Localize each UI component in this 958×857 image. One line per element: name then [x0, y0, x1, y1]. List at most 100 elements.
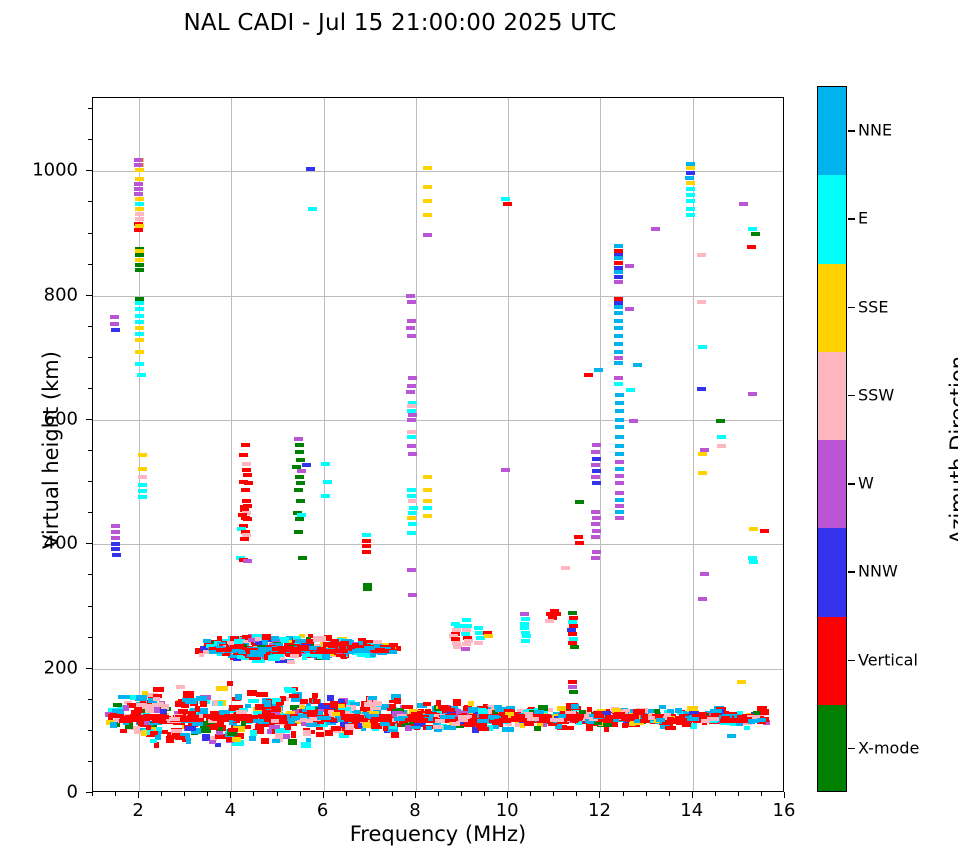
echo-mark	[614, 296, 624, 301]
echo-mark	[740, 721, 753, 726]
echo-mark	[141, 729, 147, 736]
echo-mark	[614, 355, 624, 360]
echo-mark	[271, 636, 280, 642]
echo-mark	[110, 529, 120, 534]
echo-mark	[615, 444, 625, 449]
echo-mark	[317, 646, 325, 651]
echo-mark	[110, 536, 120, 541]
y-tick	[88, 232, 92, 234]
echo-mark	[410, 725, 421, 730]
echo-mark	[202, 714, 217, 719]
y-tick	[88, 481, 92, 483]
echo-mark	[690, 722, 697, 730]
echo-mark	[185, 737, 192, 744]
echo-mark	[629, 419, 639, 424]
echo-mark	[354, 648, 369, 653]
echo-mark	[407, 493, 417, 498]
echo-mark	[262, 709, 272, 716]
echo-mark	[494, 718, 508, 723]
echo-mark	[614, 342, 624, 347]
echo-mark	[226, 736, 232, 743]
echo-mark	[288, 719, 296, 725]
echo-mark	[727, 733, 737, 738]
echo-mark	[598, 717, 614, 722]
echo-mark	[558, 714, 573, 719]
x-tick	[138, 792, 140, 798]
echo-mark	[285, 688, 297, 694]
echo-mark	[134, 313, 144, 318]
x-tick	[714, 792, 716, 796]
echo-mark	[296, 481, 306, 486]
echo-mark	[324, 648, 336, 653]
echo-mark	[634, 719, 644, 724]
echo-mark	[405, 326, 415, 330]
echo-mark	[614, 275, 624, 280]
echo-mark	[296, 718, 312, 723]
echo-mark	[386, 707, 396, 712]
echo-mark	[749, 559, 759, 564]
echo-mark	[344, 715, 357, 720]
echo-mark	[545, 619, 555, 624]
echo-mark	[710, 709, 723, 714]
echo-mark	[457, 715, 473, 720]
echo-mark	[368, 645, 383, 650]
x-tick	[253, 792, 255, 796]
echo-mark	[235, 694, 242, 700]
echo-mark	[196, 695, 208, 701]
echo-mark	[227, 727, 238, 732]
echo-mark	[400, 722, 411, 728]
x-tick-label: 8	[409, 800, 421, 821]
echo-mark	[301, 721, 310, 727]
x-tick	[784, 792, 785, 798]
echo-mark	[301, 462, 311, 467]
echo-mark	[191, 728, 201, 735]
colorbar-band-sse	[818, 263, 846, 352]
echo-mark	[161, 703, 169, 710]
echo-mark	[336, 638, 344, 644]
echo-mark	[409, 506, 419, 511]
echo-mark	[477, 726, 489, 732]
echo-mark	[274, 728, 285, 733]
echo-mark	[240, 656, 249, 661]
echo-mark	[380, 717, 393, 722]
echo-mark	[239, 537, 249, 542]
echo-mark	[330, 702, 338, 707]
colorbar-label-e: E	[858, 208, 869, 228]
echo-mark	[463, 624, 473, 629]
colorbar-label-vertical: Vertical	[858, 650, 918, 670]
echo-mark	[145, 725, 152, 731]
echo-mark	[453, 699, 461, 706]
echo-mark	[401, 704, 413, 710]
echo-mark	[306, 167, 316, 172]
x-tick	[345, 792, 347, 796]
echo-mark	[171, 729, 183, 735]
echo-mark	[565, 714, 580, 719]
y-tick	[88, 263, 92, 265]
echo-mark	[676, 718, 688, 723]
echo-mark	[614, 326, 624, 330]
echo-mark	[144, 722, 153, 727]
echo-mark	[615, 497, 625, 502]
x-tick	[276, 792, 278, 796]
echo-mark	[464, 720, 475, 728]
echo-mark	[374, 716, 384, 721]
echo-mark	[697, 386, 707, 391]
echo-mark	[296, 646, 310, 651]
echo-mark	[514, 722, 522, 728]
echo-mark	[316, 722, 329, 728]
echo-mark	[467, 700, 474, 706]
x-tick	[92, 792, 93, 796]
echo-mark	[327, 646, 339, 651]
echo-mark	[394, 716, 406, 721]
echo-mark	[526, 716, 539, 721]
echo-mark	[372, 639, 383, 647]
echo-mark	[307, 729, 315, 735]
echo-mark	[278, 711, 284, 717]
echo-mark	[140, 714, 152, 719]
echo-mark	[588, 714, 597, 720]
y-tick-label: 1000	[32, 159, 78, 181]
echo-mark	[614, 301, 624, 306]
colorbar-tick	[848, 571, 855, 573]
echo-mark	[290, 651, 299, 658]
echo-mark	[405, 293, 415, 298]
